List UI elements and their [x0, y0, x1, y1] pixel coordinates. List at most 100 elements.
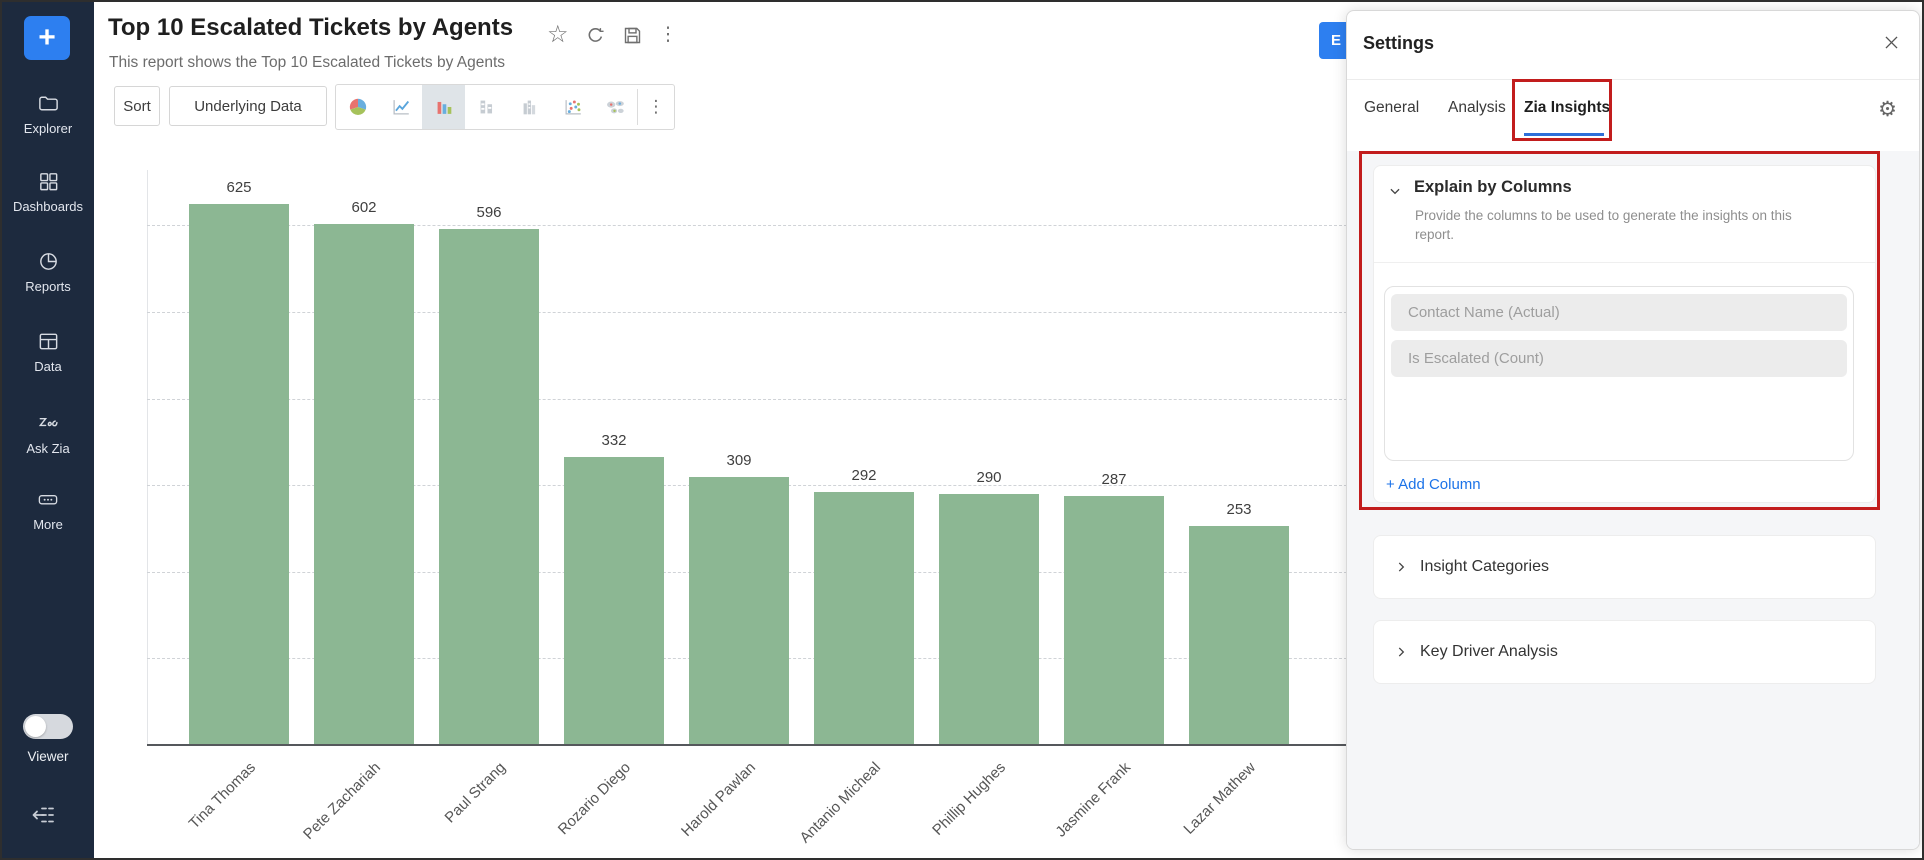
x-axis-label: Tina Thomas — [185, 759, 260, 833]
toolbar-separator — [637, 89, 638, 125]
column-chip-contact-name[interactable]: Contact Name (Actual) — [1391, 294, 1847, 331]
sidebar-item-ask-zia[interactable]: Ask Zia — [2, 412, 94, 456]
tab-analysis[interactable]: Analysis — [1448, 99, 1506, 116]
explain-columns-box: Contact Name (Actual) Is Escalated (Coun… — [1384, 286, 1854, 461]
x-axis-label: Pete Zachariah — [300, 759, 385, 843]
sidebar-item-dashboards[interactable]: Dashboards — [2, 170, 94, 214]
sidebar: + Explorer Dashboards — [2, 2, 94, 858]
zia-icon — [35, 412, 61, 435]
chevron-right-icon — [1394, 645, 1408, 659]
settings-title: Settings — [1363, 33, 1435, 53]
folder-icon — [37, 92, 60, 115]
close-icon[interactable] — [1882, 33, 1901, 57]
line-chart-icon[interactable] — [379, 85, 422, 129]
viewer-toggle-label: Viewer — [27, 749, 69, 764]
insight-categories-section[interactable]: Insight Categories — [1373, 535, 1876, 599]
gridline — [147, 312, 1347, 313]
sort-button[interactable]: Sort — [114, 86, 160, 126]
sidebar-item-label: Data — [34, 359, 62, 374]
explain-section-description: Provide the columns to be used to genera… — [1415, 208, 1792, 242]
sidebar-item-more[interactable]: More — [2, 488, 94, 532]
sidebar-item-label: Ask Zia — [26, 441, 70, 456]
x-axis-label: Lazar Mathew — [1180, 759, 1260, 838]
key-driver-analysis-section[interactable]: Key Driver Analysis — [1373, 620, 1876, 684]
x-axis-label: Jasmine Frank — [1052, 759, 1135, 841]
gridline — [147, 398, 1347, 400]
stacked-bar-chart-icon[interactable] — [465, 85, 508, 129]
sidebar-item-label: Reports — [25, 279, 71, 294]
ellipsis-icon — [35, 488, 61, 511]
add-column-link[interactable]: + Add Column — [1386, 476, 1481, 493]
grouped-bar-chart-icon[interactable] — [508, 85, 551, 129]
x-axis-line — [147, 744, 1347, 746]
settings-panel: Settings General Analysis Zia Insights ⚙… — [1346, 10, 1920, 850]
refresh-icon[interactable] — [585, 25, 606, 46]
x-axis-label: Rozario Diego — [554, 759, 635, 839]
bar[interactable] — [314, 223, 414, 745]
page-subtitle: This report shows the Top 10 Escalated T… — [109, 54, 506, 71]
x-axis-label: Paul Strang — [441, 759, 510, 827]
bar[interactable] — [1189, 525, 1289, 745]
gridline — [147, 225, 1347, 227]
active-tab-underline — [1524, 133, 1604, 136]
column-chip-is-escalated[interactable]: Is Escalated (Count) — [1391, 340, 1847, 377]
y-axis-line — [147, 170, 148, 744]
x-axis-label: Antanio Micheal — [796, 759, 885, 847]
chevron-right-icon — [1394, 560, 1408, 574]
page-title: Top 10 Escalated Tickets by Agents — [108, 14, 514, 41]
bar[interactable] — [814, 492, 914, 745]
create-new-button[interactable]: + — [24, 16, 70, 60]
bar-value-label: 625 — [226, 178, 252, 196]
insight-categories-label: Insight Categories — [1420, 558, 1549, 575]
sidebar-item-explorer[interactable]: Explorer — [2, 92, 94, 136]
chart-type-switcher: ⋮ — [335, 84, 675, 130]
key-driver-analysis-label: Key Driver Analysis — [1420, 643, 1558, 660]
tab-general[interactable]: General — [1364, 99, 1420, 116]
collapse-sidebar-icon[interactable] — [28, 800, 64, 835]
dashboard-grid-icon — [37, 170, 60, 193]
more-chart-types-icon[interactable]: ⋮ — [647, 97, 665, 116]
sidebar-item-data[interactable]: Data — [2, 330, 94, 374]
x-axis-label: Harold Pawlan — [678, 759, 760, 841]
x-axis-label: Phillip Hughes — [929, 759, 1010, 839]
bar[interactable] — [189, 203, 289, 745]
gear-icon[interactable]: ⚙ — [1878, 98, 1897, 121]
bar[interactable] — [939, 493, 1039, 745]
pie-chart-icon[interactable] — [336, 85, 379, 129]
bar[interactable] — [439, 228, 539, 745]
bar-value-label: 602 — [351, 198, 377, 216]
scatter-chart-icon[interactable] — [551, 85, 594, 129]
sidebar-item-label: More — [33, 517, 63, 532]
sidebar-item-label: Dashboards — [12, 199, 84, 214]
underlying-data-button[interactable]: Underlying Data — [169, 86, 327, 126]
save-icon[interactable] — [622, 25, 643, 46]
bar-value-label: 332 — [601, 432, 627, 450]
explain-by-columns-section: Explain by Columns Provide the columns t… — [1373, 165, 1876, 503]
bar-value-label: 292 — [851, 467, 877, 485]
tab-zia-insights[interactable]: Zia Insights — [1524, 99, 1611, 116]
favorite-star-icon[interactable]: ☆ — [547, 21, 569, 48]
bar[interactable] — [564, 457, 664, 745]
bar-value-label: 253 — [1226, 500, 1252, 518]
explain-section-title[interactable]: Explain by Columns — [1414, 178, 1572, 196]
bar-value-label: 287 — [1101, 471, 1127, 489]
map-chart-icon[interactable] — [594, 85, 637, 129]
divider — [1374, 262, 1875, 263]
bar-chart-icon[interactable] — [422, 85, 465, 129]
viewer-mode-toggle[interactable] — [23, 714, 73, 739]
sidebar-item-label: Explorer — [23, 121, 73, 136]
bar-value-label: 596 — [476, 203, 502, 221]
settings-body: Explain by Columns Provide the columns t… — [1347, 151, 1919, 849]
more-options-icon[interactable]: ⋮ — [658, 24, 678, 45]
pie-report-icon — [37, 250, 60, 273]
bar-value-label: 290 — [976, 468, 1002, 486]
divider — [1347, 79, 1919, 80]
table-icon — [37, 330, 60, 353]
bar[interactable] — [689, 477, 789, 745]
bar-value-label: 309 — [726, 452, 752, 470]
chevron-down-icon[interactable] — [1388, 184, 1402, 203]
bar[interactable] — [1064, 496, 1164, 745]
sidebar-item-reports[interactable]: Reports — [2, 250, 94, 294]
